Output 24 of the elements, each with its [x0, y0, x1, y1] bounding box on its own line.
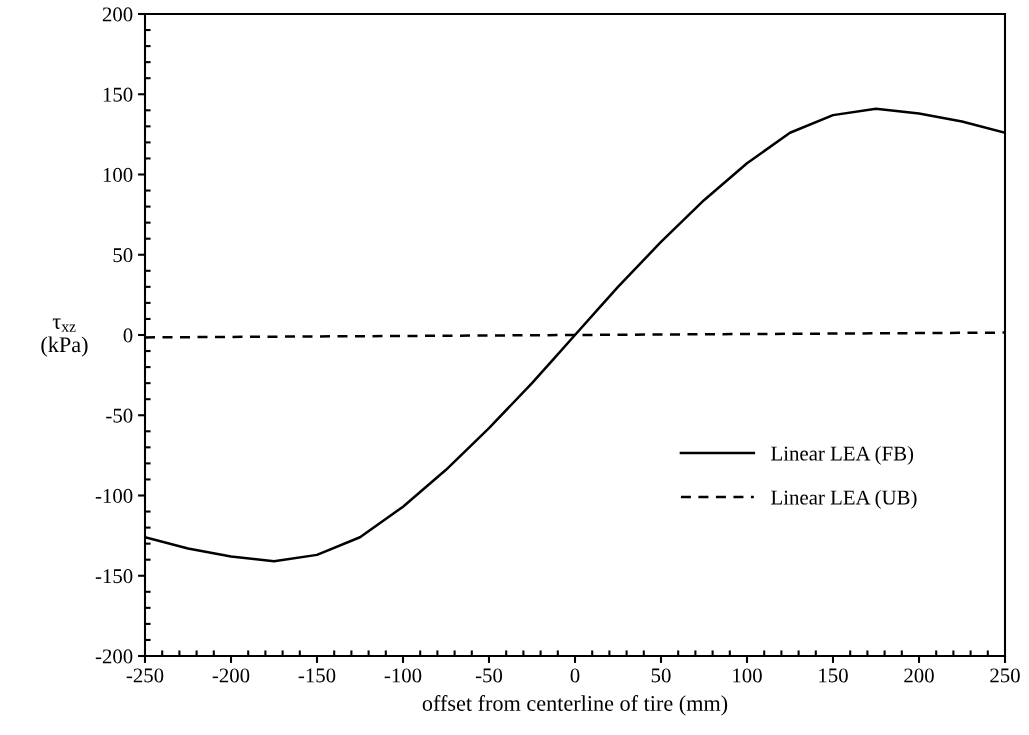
- x-tick-label: 200: [904, 668, 934, 683]
- x-tick-label: 100: [733, 668, 762, 683]
- legend-label: Linear LEA (UB): [771, 489, 917, 509]
- y-tick-label: 0: [123, 328, 133, 343]
- y-tick-label: -50: [106, 408, 133, 423]
- x-tick-label: -250: [126, 668, 164, 683]
- x-tick-label: 0: [570, 668, 580, 683]
- x-axis-title: offset from centerline of tire (mm): [422, 695, 728, 716]
- x-tick-label: 50: [651, 668, 671, 683]
- y-axis-title: τ$_{xz}$ (kPa): [41, 318, 88, 357]
- y-tick-label: -150: [95, 569, 133, 584]
- x-tick-label: -150: [298, 668, 336, 683]
- y-tick-label: -100: [95, 488, 133, 503]
- y-tick-label: -200: [95, 649, 133, 664]
- x-tick-label: -100: [384, 668, 422, 683]
- x-tick-label: 250: [990, 668, 1020, 683]
- x-tick-label: -200: [212, 668, 250, 683]
- y-tick-label: 50: [113, 248, 133, 263]
- legend-label: Linear LEA (FB): [771, 445, 914, 465]
- y-tick-label: 150: [103, 87, 133, 102]
- x-tick-label: -50: [475, 668, 503, 683]
- y-tick-label: 100: [103, 167, 133, 182]
- x-tick-label: 150: [819, 668, 848, 683]
- y-tick-label: 200: [102, 7, 133, 22]
